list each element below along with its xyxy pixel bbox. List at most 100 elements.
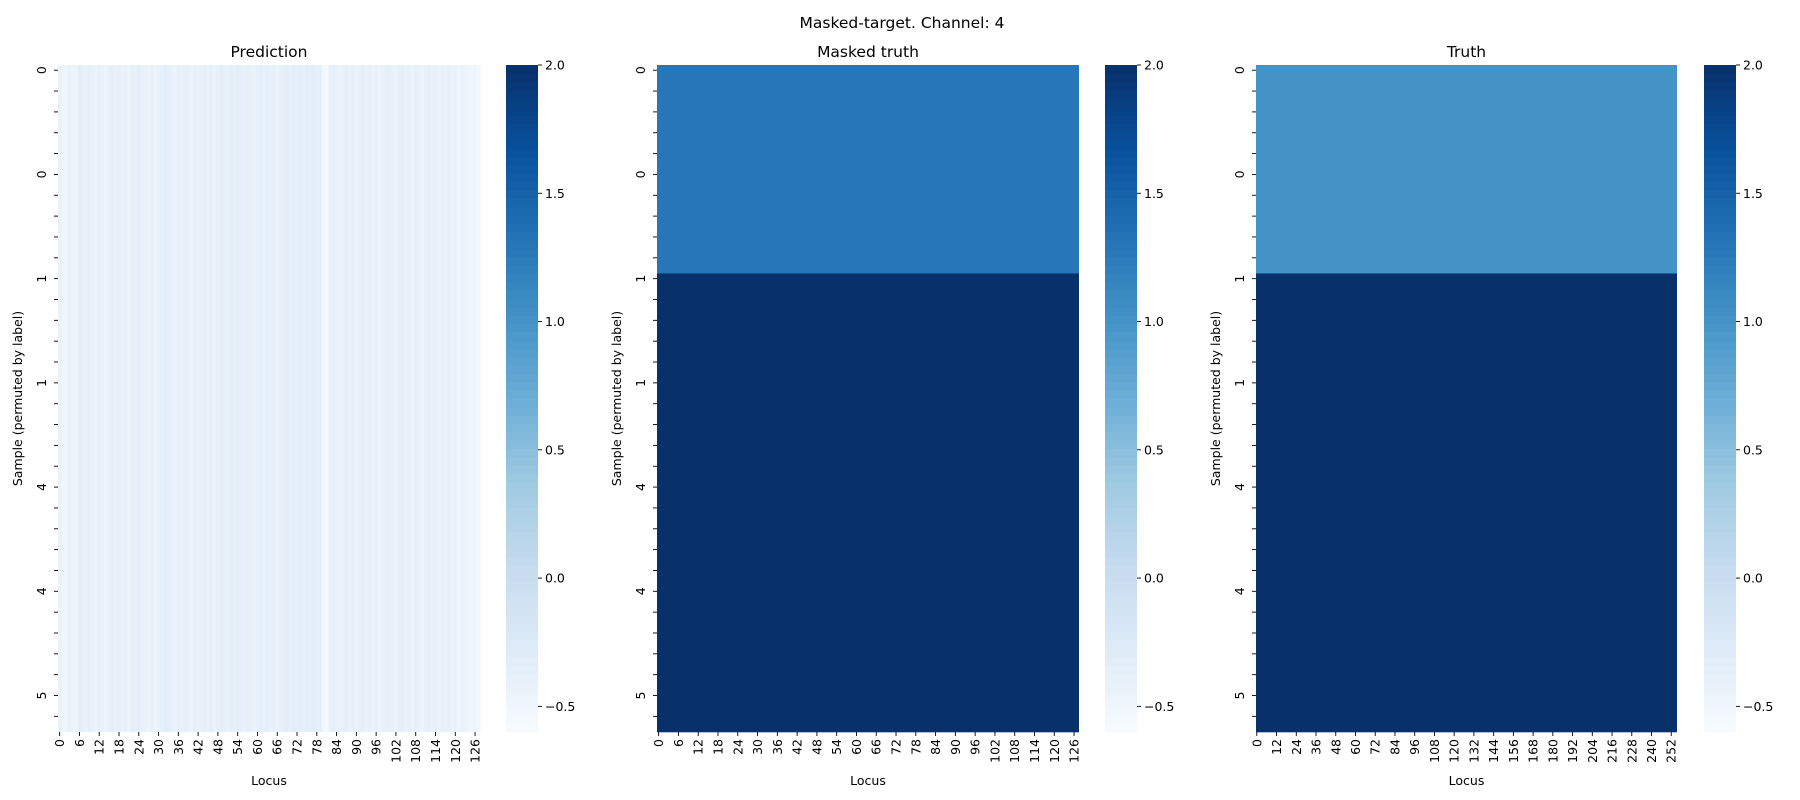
heatmap-column (160, 65, 165, 732)
heatmap-column (430, 65, 435, 732)
colorbar-segment (1105, 156, 1137, 166)
heatmap-column (183, 65, 188, 732)
x-tick-label: 78 (309, 739, 324, 755)
heatmap-column (367, 65, 372, 732)
heatmap-column (354, 65, 359, 732)
colorbar-segment (1704, 598, 1736, 608)
colorbar-segment (506, 98, 538, 108)
colorbar-segment (1704, 606, 1736, 616)
heatmap-column (137, 65, 142, 732)
x-tick-label: 12 (92, 739, 107, 755)
x-tick-label: 102 (388, 739, 403, 763)
colorbar-segment (1704, 456, 1736, 466)
x-tick-label: 120 (448, 739, 463, 763)
x-tick-label: 90 (349, 739, 364, 755)
heatmap-block (657, 65, 1079, 274)
heatmap-column (249, 65, 254, 732)
heatmap-block (1256, 65, 1677, 274)
colorbar-segment (1105, 498, 1137, 508)
colorbar-segment (1105, 506, 1137, 516)
colorbar-segment (1105, 81, 1137, 91)
heatmap-column (331, 65, 336, 732)
x-ticks: 0 6 12 18 24 30 36 42 48 54 60 66 72 78 84 90 96 102 108 11… (52, 732, 483, 763)
heatmap-column (348, 65, 353, 732)
x-tick-label: 84 (329, 739, 344, 755)
heatmap-column (407, 65, 412, 732)
heatmap-column (81, 65, 85, 732)
x-tick-label: 6 (72, 739, 87, 747)
colorbar-segment (1105, 556, 1137, 566)
colorbar-tick-label: 2.0 (545, 58, 565, 73)
colorbar-segment (1105, 631, 1137, 641)
heatmap-column (275, 65, 280, 732)
colorbar-segment (506, 306, 538, 316)
colorbar-tick-label: 0.0 (1743, 571, 1763, 586)
colorbar-segment (506, 115, 538, 124)
colorbar-segment (1105, 598, 1137, 608)
heatmap-column (298, 65, 303, 732)
colorbar-segment (506, 565, 538, 575)
x-tick-label: 204 (1585, 739, 1600, 763)
x-ticks: 0 6 12 18 24 30 36 42 48 54 60 66 72 78 84 90 96 102 108 11… (651, 732, 1082, 763)
heatmap-column (203, 65, 207, 732)
colorbar-segment (1105, 348, 1137, 358)
heatmap-column (265, 65, 270, 732)
x-tick-label: 18 (111, 739, 126, 755)
x-tick-label: 90 (948, 739, 963, 755)
y-tick-label: 0 (1232, 170, 1247, 178)
colorbar-tick-label: −0.5 (545, 699, 575, 714)
x-tick-label: 6 (671, 739, 686, 747)
colorbar-segment (1704, 190, 1736, 199)
colorbar-segment (506, 440, 538, 450)
heatmap-column (94, 65, 99, 732)
x-tick-label: 18 (710, 739, 725, 755)
heatmap-column (358, 65, 362, 732)
heatmap-column (127, 65, 132, 732)
colorbar-segment (506, 448, 538, 458)
colorbar-tick-label: 2.0 (1743, 58, 1763, 73)
heatmap-block (657, 273, 1079, 733)
heatmap-column (209, 65, 214, 732)
colorbar-segment (1105, 515, 1137, 525)
y-ticks: 0 0 1 1 4 4 5 (34, 66, 58, 717)
heatmap-column (338, 65, 343, 732)
colorbar-segment (1105, 656, 1137, 666)
heatmap-column (74, 65, 79, 732)
colorbar-segment (1704, 240, 1736, 250)
colorbar-segment (1105, 131, 1137, 141)
heatmap-column (150, 65, 155, 732)
colorbar-segment (1105, 215, 1137, 225)
heatmap-column (351, 65, 356, 732)
figure-suptitle: Masked-target. Channel: 4 (800, 14, 1005, 32)
heatmap-column (288, 65, 293, 732)
colorbar-segment (1704, 315, 1736, 325)
colorbar-segment (1105, 298, 1137, 308)
colorbar-segment (1704, 65, 1736, 74)
colorbar-segment (1704, 365, 1736, 375)
colorbar-segment (1704, 215, 1736, 225)
colorbar-segment (506, 415, 538, 425)
x-tick-label: 114 (1027, 739, 1042, 763)
x-tick-label: 30 (750, 739, 765, 755)
heatmap-column (334, 65, 339, 732)
colorbar-segment (506, 256, 538, 266)
x-tick-label: 42 (790, 739, 805, 755)
colorbar-segment (1704, 256, 1736, 266)
colorbar-segment (1704, 440, 1736, 450)
colorbar-segment (1105, 340, 1137, 350)
heatmap-column (156, 65, 161, 732)
colorbar-segment (1704, 165, 1736, 174)
colorbar-segment (506, 656, 538, 666)
colorbar-segment (1105, 448, 1137, 458)
y-tick-label: 0 (34, 170, 49, 178)
colorbar-segment (506, 490, 538, 500)
y-tick-label: 1 (34, 275, 49, 283)
colorbar-segment (506, 198, 538, 208)
colorbar-segment (1105, 365, 1137, 375)
x-tick-label: 24 (1289, 739, 1304, 755)
colorbar-segment (1704, 223, 1736, 233)
heatmap-column (245, 65, 250, 732)
colorbar-segment (506, 581, 538, 591)
heatmap-column (292, 65, 296, 732)
